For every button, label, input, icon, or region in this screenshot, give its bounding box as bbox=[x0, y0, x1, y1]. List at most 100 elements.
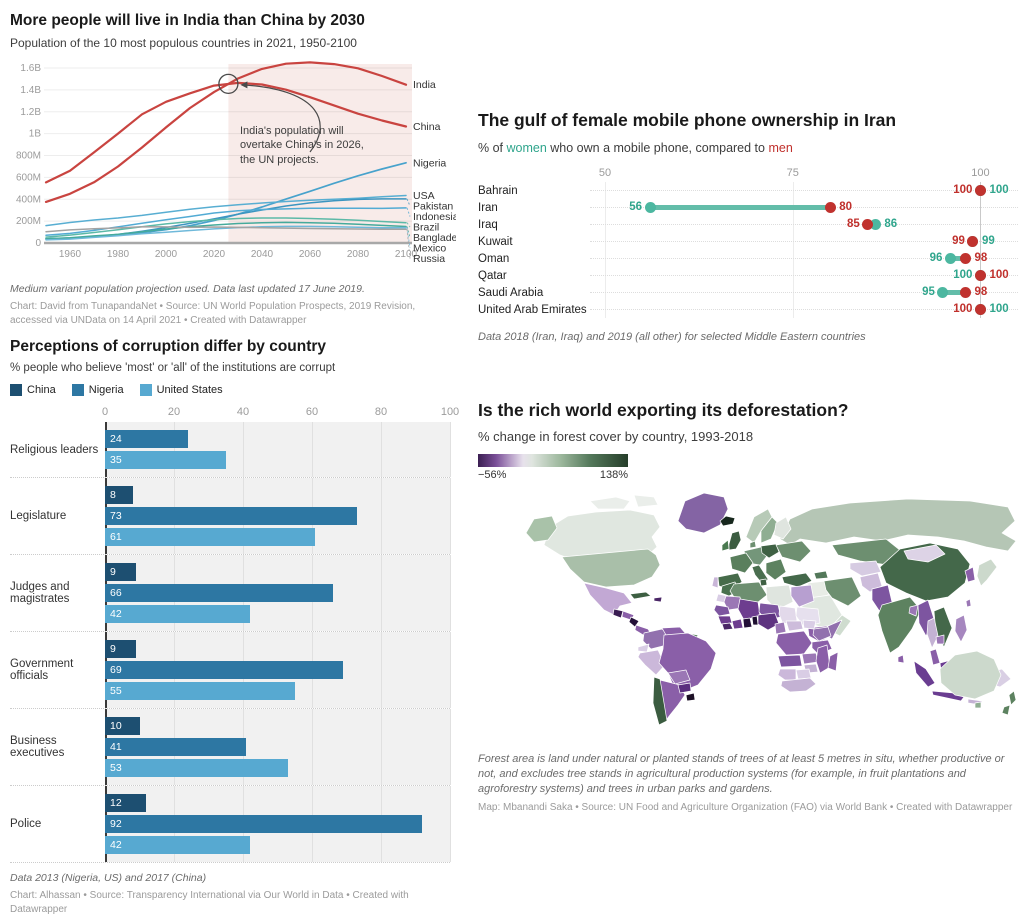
gridline bbox=[174, 422, 175, 477]
region-ghana bbox=[742, 617, 753, 629]
corruption-chart-subtitle: % people who believe 'most' or 'all' of … bbox=[10, 362, 336, 374]
bar-group: Judges and magistrates 9 66 42 bbox=[10, 555, 451, 632]
y-tick-label: 1.4B bbox=[20, 85, 41, 96]
region-china bbox=[879, 542, 971, 602]
left-value-label: 95 bbox=[922, 286, 935, 298]
row-dotted-line bbox=[590, 292, 1018, 293]
gridline bbox=[312, 422, 313, 477]
group-bars: 8 73 61 bbox=[105, 478, 451, 554]
legend-swatch bbox=[10, 384, 22, 396]
mobile-chart-footnote: Data 2018 (Iran, Iraq) and 2019 (all oth… bbox=[478, 331, 866, 343]
population-chart-credit: Chart: David from TunapandaNet • Source:… bbox=[10, 301, 416, 327]
series-line-bangladesh bbox=[45, 221, 407, 240]
region-uk bbox=[728, 530, 742, 551]
region-arctic1 bbox=[589, 496, 631, 510]
gridline bbox=[450, 632, 451, 708]
men-dot bbox=[967, 236, 979, 247]
row-dotted-line bbox=[590, 275, 1018, 276]
region-paraguay bbox=[677, 682, 692, 694]
world-map-canvas bbox=[525, 492, 1017, 726]
legend-item-nigeria: Nigeria bbox=[71, 384, 124, 396]
region-car bbox=[785, 620, 804, 632]
series-line-brazil bbox=[45, 217, 407, 238]
zero-axis-line bbox=[105, 422, 107, 477]
color-scale-labels: −56% 138% bbox=[478, 469, 628, 483]
country-label-bangladesh: Bangladesh bbox=[413, 232, 456, 244]
women-dot bbox=[869, 219, 881, 230]
gridline bbox=[381, 632, 382, 708]
category-label: Business executives bbox=[10, 735, 65, 759]
series-line-mexico bbox=[45, 225, 407, 241]
chart-annotation: India's population will overtake China's… bbox=[240, 125, 364, 166]
dumbbell-row: Iraq 85 86 bbox=[478, 216, 1018, 233]
region-tasmania bbox=[974, 701, 982, 709]
population-chart-subtitle: Population of the 10 most populous count… bbox=[10, 36, 357, 50]
bar-nigeria: 66 bbox=[105, 584, 333, 602]
label-leader-line bbox=[406, 198, 411, 207]
left-value-label: 56 bbox=[629, 201, 643, 213]
bar-china: 10 bbox=[105, 717, 140, 735]
category-label: Police bbox=[10, 818, 42, 830]
region-greenland bbox=[677, 492, 729, 534]
bar-united-states: 42 bbox=[105, 836, 250, 854]
region-japan bbox=[976, 558, 998, 587]
axis-tick-80: 80 bbox=[374, 406, 388, 418]
men-dot bbox=[959, 287, 971, 298]
bar-china: 9 bbox=[105, 563, 137, 581]
gridline bbox=[312, 709, 313, 785]
legend-swatch bbox=[71, 384, 84, 396]
corruption-chart-plot: Religious leaders 24 35 Legislature 8 73 61 Jud… bbox=[10, 422, 451, 863]
category-label: Legislature bbox=[10, 510, 67, 522]
axis-tick-100: 100 bbox=[971, 167, 990, 179]
region-bolivia bbox=[667, 669, 691, 685]
region-chile bbox=[652, 676, 668, 726]
region-alaska bbox=[525, 515, 558, 543]
y-tick-label: 800M bbox=[16, 151, 41, 162]
right-value-label: 98 bbox=[974, 286, 988, 298]
label-leader-line bbox=[406, 207, 411, 217]
region-nicaragua bbox=[628, 616, 640, 628]
bar-china: 9 bbox=[105, 640, 137, 658]
bar-group: Religious leaders 24 35 bbox=[10, 422, 451, 478]
y-tick-label: 0 bbox=[35, 238, 41, 249]
gridline bbox=[450, 555, 451, 631]
right-value-label: 98 bbox=[974, 252, 988, 264]
gridline-75 bbox=[792, 182, 794, 318]
series-line-usa bbox=[45, 194, 407, 227]
row-track: 100 100 bbox=[590, 301, 1018, 318]
region-hispaniola bbox=[653, 596, 663, 603]
region-philippines bbox=[954, 614, 968, 643]
left-value-label: 85 bbox=[847, 218, 860, 230]
axis-tick-100: 100 bbox=[440, 406, 460, 418]
forest-map-credit: Map: Mbanandi Saka • Source: UN Food and… bbox=[478, 801, 1013, 813]
forest-map-footnote: Forest area is land under natural or pla… bbox=[478, 753, 1005, 795]
bar-china: 8 bbox=[105, 486, 133, 504]
mobile-chart-plot: Bahrain 100 100 Iran 56 80 Iraq 85 86 Kuwait 99 99 O… bbox=[478, 182, 1018, 318]
y-tick-label: 1B bbox=[29, 129, 42, 140]
country-label: Qatar bbox=[478, 269, 507, 282]
region-turkey bbox=[781, 572, 813, 588]
corruption-chart-axis: 0 20 40 60 80 100 bbox=[101, 406, 459, 422]
subtitle-mid: who own a mobile phone, compared to bbox=[546, 141, 769, 155]
bar-group: Business executives 10 41 53 bbox=[10, 709, 451, 786]
row-dotted-line bbox=[590, 258, 1018, 259]
region-uruguay bbox=[685, 692, 696, 702]
women-dot bbox=[944, 253, 956, 264]
bar-united-states: 61 bbox=[105, 528, 316, 546]
right-value-label: 100 bbox=[989, 303, 1009, 315]
row-dotted-line bbox=[590, 241, 1018, 242]
row-dotted-line bbox=[590, 224, 1018, 225]
mobile-chart-title: The gulf of female mobile phone ownershi… bbox=[478, 110, 897, 130]
region-angola bbox=[777, 654, 803, 668]
axis-tick-0: 0 bbox=[101, 406, 109, 418]
gridline bbox=[450, 709, 451, 785]
left-value-label: 100 bbox=[953, 303, 973, 315]
region-denmark bbox=[749, 540, 757, 549]
region-tunisia bbox=[759, 578, 768, 587]
country-label: Oman bbox=[478, 252, 510, 265]
legend-item-china: China bbox=[10, 384, 56, 396]
series-line-india bbox=[44, 61, 408, 203]
country-label-indonesia: Indonesia bbox=[413, 211, 456, 223]
region-usa bbox=[561, 548, 661, 588]
legend-max-label: 138% bbox=[599, 469, 628, 481]
